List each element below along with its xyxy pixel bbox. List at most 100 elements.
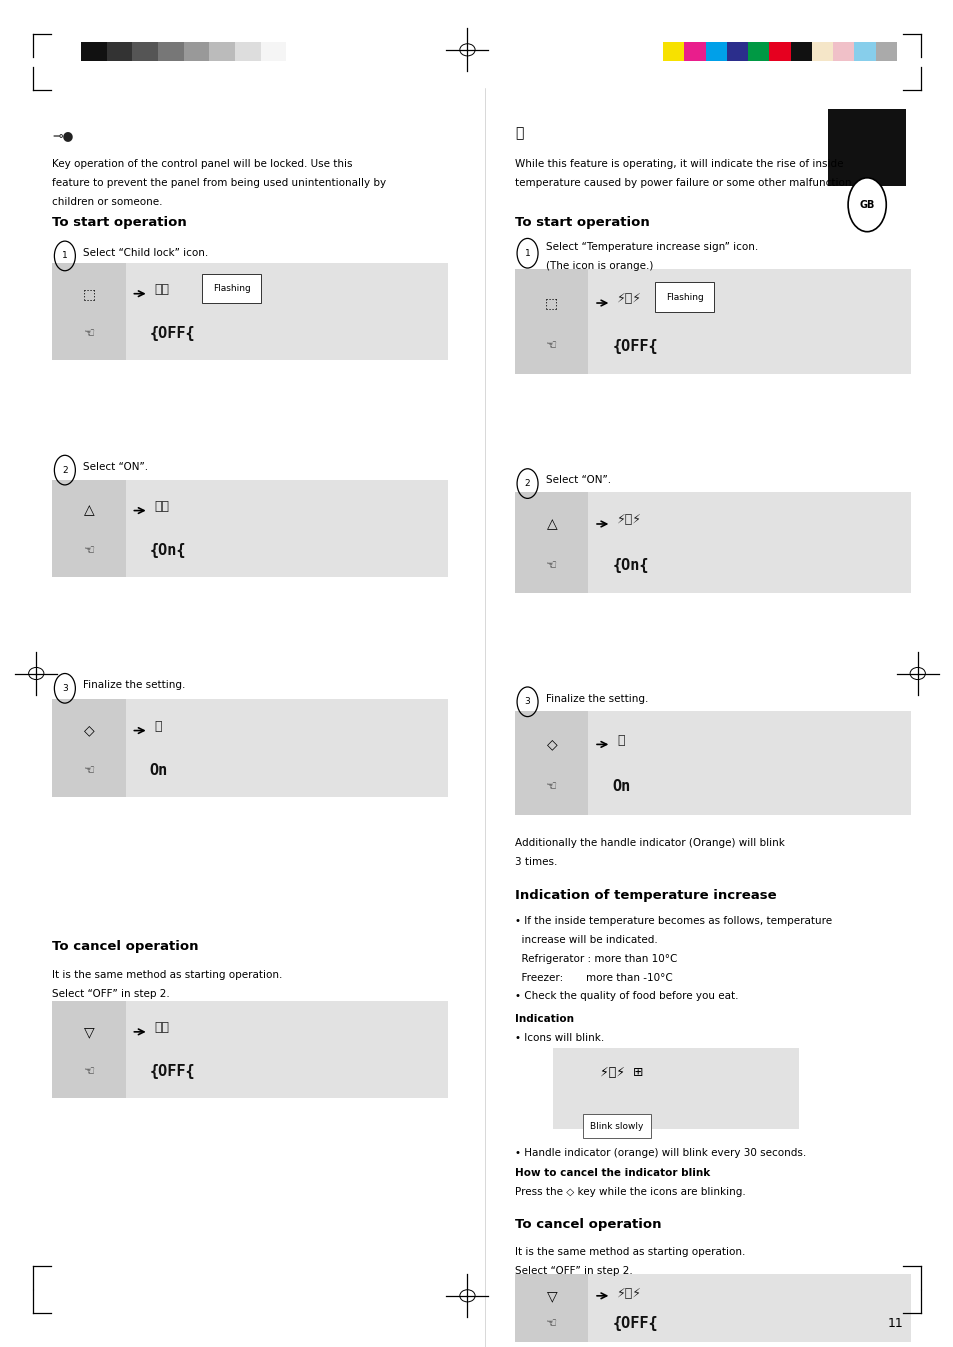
Text: ▽: ▽	[546, 1289, 557, 1303]
Text: 3 times.: 3 times.	[515, 857, 557, 866]
Text: Press the ◇ key while the icons are blinking.: Press the ◇ key while the icons are blin…	[515, 1187, 745, 1196]
Bar	[515, 492, 910, 593]
Text: To start operation: To start operation	[52, 216, 187, 229]
Text: ◇: ◇	[84, 723, 94, 738]
Bar	[726, 42, 747, 61]
Text: {OFF{: {OFF{	[612, 1316, 658, 1331]
Text: On: On	[612, 780, 630, 795]
Text: 🌡: 🌡	[515, 127, 523, 140]
Text: ☜: ☜	[83, 764, 94, 777]
Bar	[107, 42, 132, 61]
Bar	[790, 42, 811, 61]
Bar	[582, 1114, 651, 1138]
Bar	[209, 42, 234, 61]
Text: Indication: Indication	[515, 1014, 574, 1024]
Bar	[683, 42, 705, 61]
Text: ⚡🌡⚡: ⚡🌡⚡	[617, 1286, 641, 1300]
Text: • Check the quality of food before you eat.: • Check the quality of food before you e…	[515, 991, 738, 1001]
Text: Indication of temperature increase: Indication of temperature increase	[515, 889, 776, 902]
Text: It is the same method as starting operation.: It is the same method as starting operat…	[515, 1247, 744, 1257]
Text: To cancel operation: To cancel operation	[515, 1218, 661, 1231]
Text: 🌡: 🌡	[617, 734, 624, 746]
Bar	[875, 42, 896, 61]
Bar	[768, 42, 790, 61]
Bar	[52, 480, 126, 577]
Text: △: △	[546, 517, 557, 531]
Text: While this feature is operating, it will indicate the rise of inside: While this feature is operating, it will…	[515, 159, 842, 168]
Bar	[132, 42, 158, 61]
Bar	[655, 283, 714, 313]
Text: ☜: ☜	[545, 1317, 557, 1329]
Text: 1: 1	[62, 252, 68, 260]
Bar	[705, 42, 726, 61]
Text: 2: 2	[62, 466, 68, 474]
Bar	[52, 699, 126, 797]
Text: It is the same method as starting operation.: It is the same method as starting operat…	[52, 970, 282, 979]
Bar	[515, 711, 910, 815]
Text: Freezer:       more than -10°C: Freezer: more than -10°C	[515, 973, 672, 982]
Text: Flashing: Flashing	[665, 292, 703, 302]
Text: (The icon is orange.): (The icon is orange.)	[545, 261, 653, 271]
Bar	[81, 42, 107, 61]
Bar	[553, 1048, 798, 1129]
Bar	[52, 699, 448, 797]
Text: • If the inside temperature becomes as follows, temperature: • If the inside temperature becomes as f…	[515, 916, 831, 925]
Bar	[158, 42, 184, 61]
Bar	[515, 1274, 910, 1342]
Text: ☜: ☜	[83, 544, 94, 556]
Text: Select “Child lock” icon.: Select “Child lock” icon.	[83, 248, 208, 257]
Text: ⚡🌡⚡: ⚡🌡⚡	[617, 513, 641, 527]
Bar	[52, 1001, 126, 1098]
Text: △: △	[84, 504, 94, 517]
Text: How to cancel the indicator blink: How to cancel the indicator blink	[515, 1168, 710, 1177]
Text: GB: GB	[859, 199, 874, 210]
Bar	[515, 711, 588, 815]
Text: Key operation of the control panel will be locked. Use this: Key operation of the control panel will …	[52, 159, 353, 168]
Text: ⬚: ⬚	[545, 296, 558, 310]
Text: 3: 3	[62, 684, 68, 692]
Text: ▽: ▽	[84, 1025, 94, 1039]
Text: ⚿⚿: ⚿⚿	[154, 500, 169, 513]
Text: • Handle indicator (orange) will blink every 30 seconds.: • Handle indicator (orange) will blink e…	[515, 1148, 805, 1157]
Bar	[747, 42, 768, 61]
Text: Finalize the setting.: Finalize the setting.	[83, 680, 185, 690]
Text: On: On	[150, 764, 168, 779]
Text: {OFF{: {OFF{	[150, 1064, 195, 1079]
Text: • Icons will blink.: • Icons will blink.	[515, 1033, 604, 1043]
Bar	[515, 492, 588, 593]
Bar	[832, 42, 853, 61]
Text: Select “ON”.: Select “ON”.	[83, 462, 148, 471]
Text: ⚿⚿: ⚿⚿	[154, 283, 169, 296]
Bar	[260, 42, 286, 61]
Bar	[183, 42, 209, 61]
Text: {On{: {On{	[612, 558, 648, 572]
Text: ☜: ☜	[83, 1065, 94, 1078]
Text: children or someone.: children or someone.	[52, 197, 163, 206]
Bar	[827, 109, 905, 186]
Text: 11: 11	[886, 1317, 902, 1331]
Text: increase will be indicated.: increase will be indicated.	[515, 935, 658, 944]
Text: ◇: ◇	[546, 737, 557, 752]
Bar	[811, 42, 832, 61]
Text: ☜: ☜	[83, 327, 94, 339]
Text: ⊸●: ⊸●	[52, 129, 73, 143]
Text: Flashing: Flashing	[213, 284, 251, 294]
Text: Additionally the handle indicator (Orange) will blink: Additionally the handle indicator (Orang…	[515, 838, 784, 847]
Text: {On{: {On{	[150, 543, 186, 558]
Text: Select “OFF” in step 2.: Select “OFF” in step 2.	[515, 1266, 632, 1276]
Text: ⚿: ⚿	[154, 721, 162, 733]
Circle shape	[847, 178, 885, 232]
Bar	[202, 273, 261, 303]
Text: {OFF{: {OFF{	[150, 326, 195, 341]
Bar	[515, 269, 588, 374]
Text: ☜: ☜	[545, 780, 557, 793]
Text: 3: 3	[524, 698, 530, 706]
Bar	[52, 1001, 448, 1098]
Text: ⚡🌡⚡: ⚡🌡⚡	[617, 292, 641, 306]
Text: feature to prevent the panel from being used unintentionally by: feature to prevent the panel from being …	[52, 178, 386, 187]
Text: temperature caused by power failure or some other malfunction.: temperature caused by power failure or s…	[515, 178, 854, 187]
Text: Select “Temperature increase sign” icon.: Select “Temperature increase sign” icon.	[545, 242, 757, 252]
Bar	[52, 263, 126, 360]
Text: Finalize the setting.: Finalize the setting.	[545, 694, 647, 703]
Bar	[234, 42, 260, 61]
